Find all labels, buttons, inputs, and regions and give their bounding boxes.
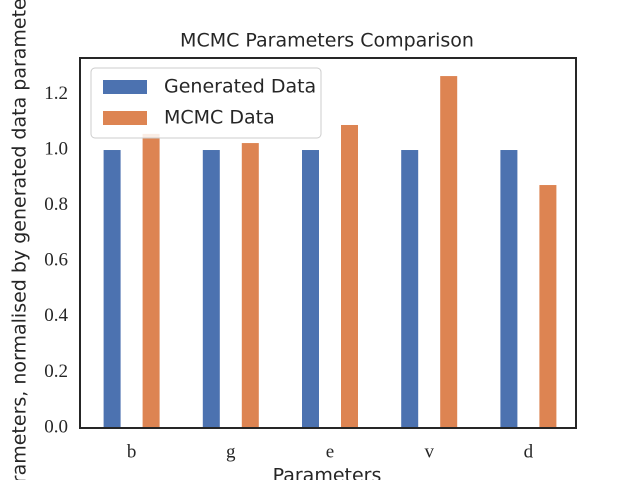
bar <box>401 150 419 428</box>
y-tick-label: 0.0 <box>44 416 68 437</box>
legend-swatch <box>103 111 147 125</box>
bar <box>539 185 557 428</box>
chart-title: MCMC Parameters Comparison <box>180 30 474 52</box>
legend-swatch <box>103 80 147 94</box>
plot-frame <box>79 57 577 429</box>
x-tick-label: g <box>226 441 236 462</box>
x-tick-label: b <box>127 441 137 462</box>
bar <box>341 124 358 428</box>
x-tick-label: e <box>326 441 334 462</box>
x-tick-label: d <box>524 441 534 462</box>
x-axis-label: Parameters <box>273 465 382 480</box>
y-tick-label: 1.0 <box>44 138 68 159</box>
y-tick-label: 1.2 <box>44 83 68 104</box>
y-axis-label: Parameters, normalised by generated data… <box>9 0 31 480</box>
legend-label: Generated Data <box>164 76 316 98</box>
y-tick-label: 0.2 <box>44 361 68 382</box>
bar <box>103 150 121 428</box>
bar <box>142 133 160 428</box>
bar <box>440 76 458 428</box>
bar <box>302 150 319 428</box>
y-tick-label: 0.8 <box>44 194 68 215</box>
y-tick-label: 0.6 <box>44 250 68 271</box>
bar <box>500 150 518 428</box>
legend-box <box>90 67 322 139</box>
bar <box>202 150 220 428</box>
legend-label: MCMC Data <box>164 107 275 129</box>
y-tick-label: 0.4 <box>44 305 68 326</box>
bar <box>241 143 259 429</box>
x-tick-label: v <box>424 441 434 462</box>
